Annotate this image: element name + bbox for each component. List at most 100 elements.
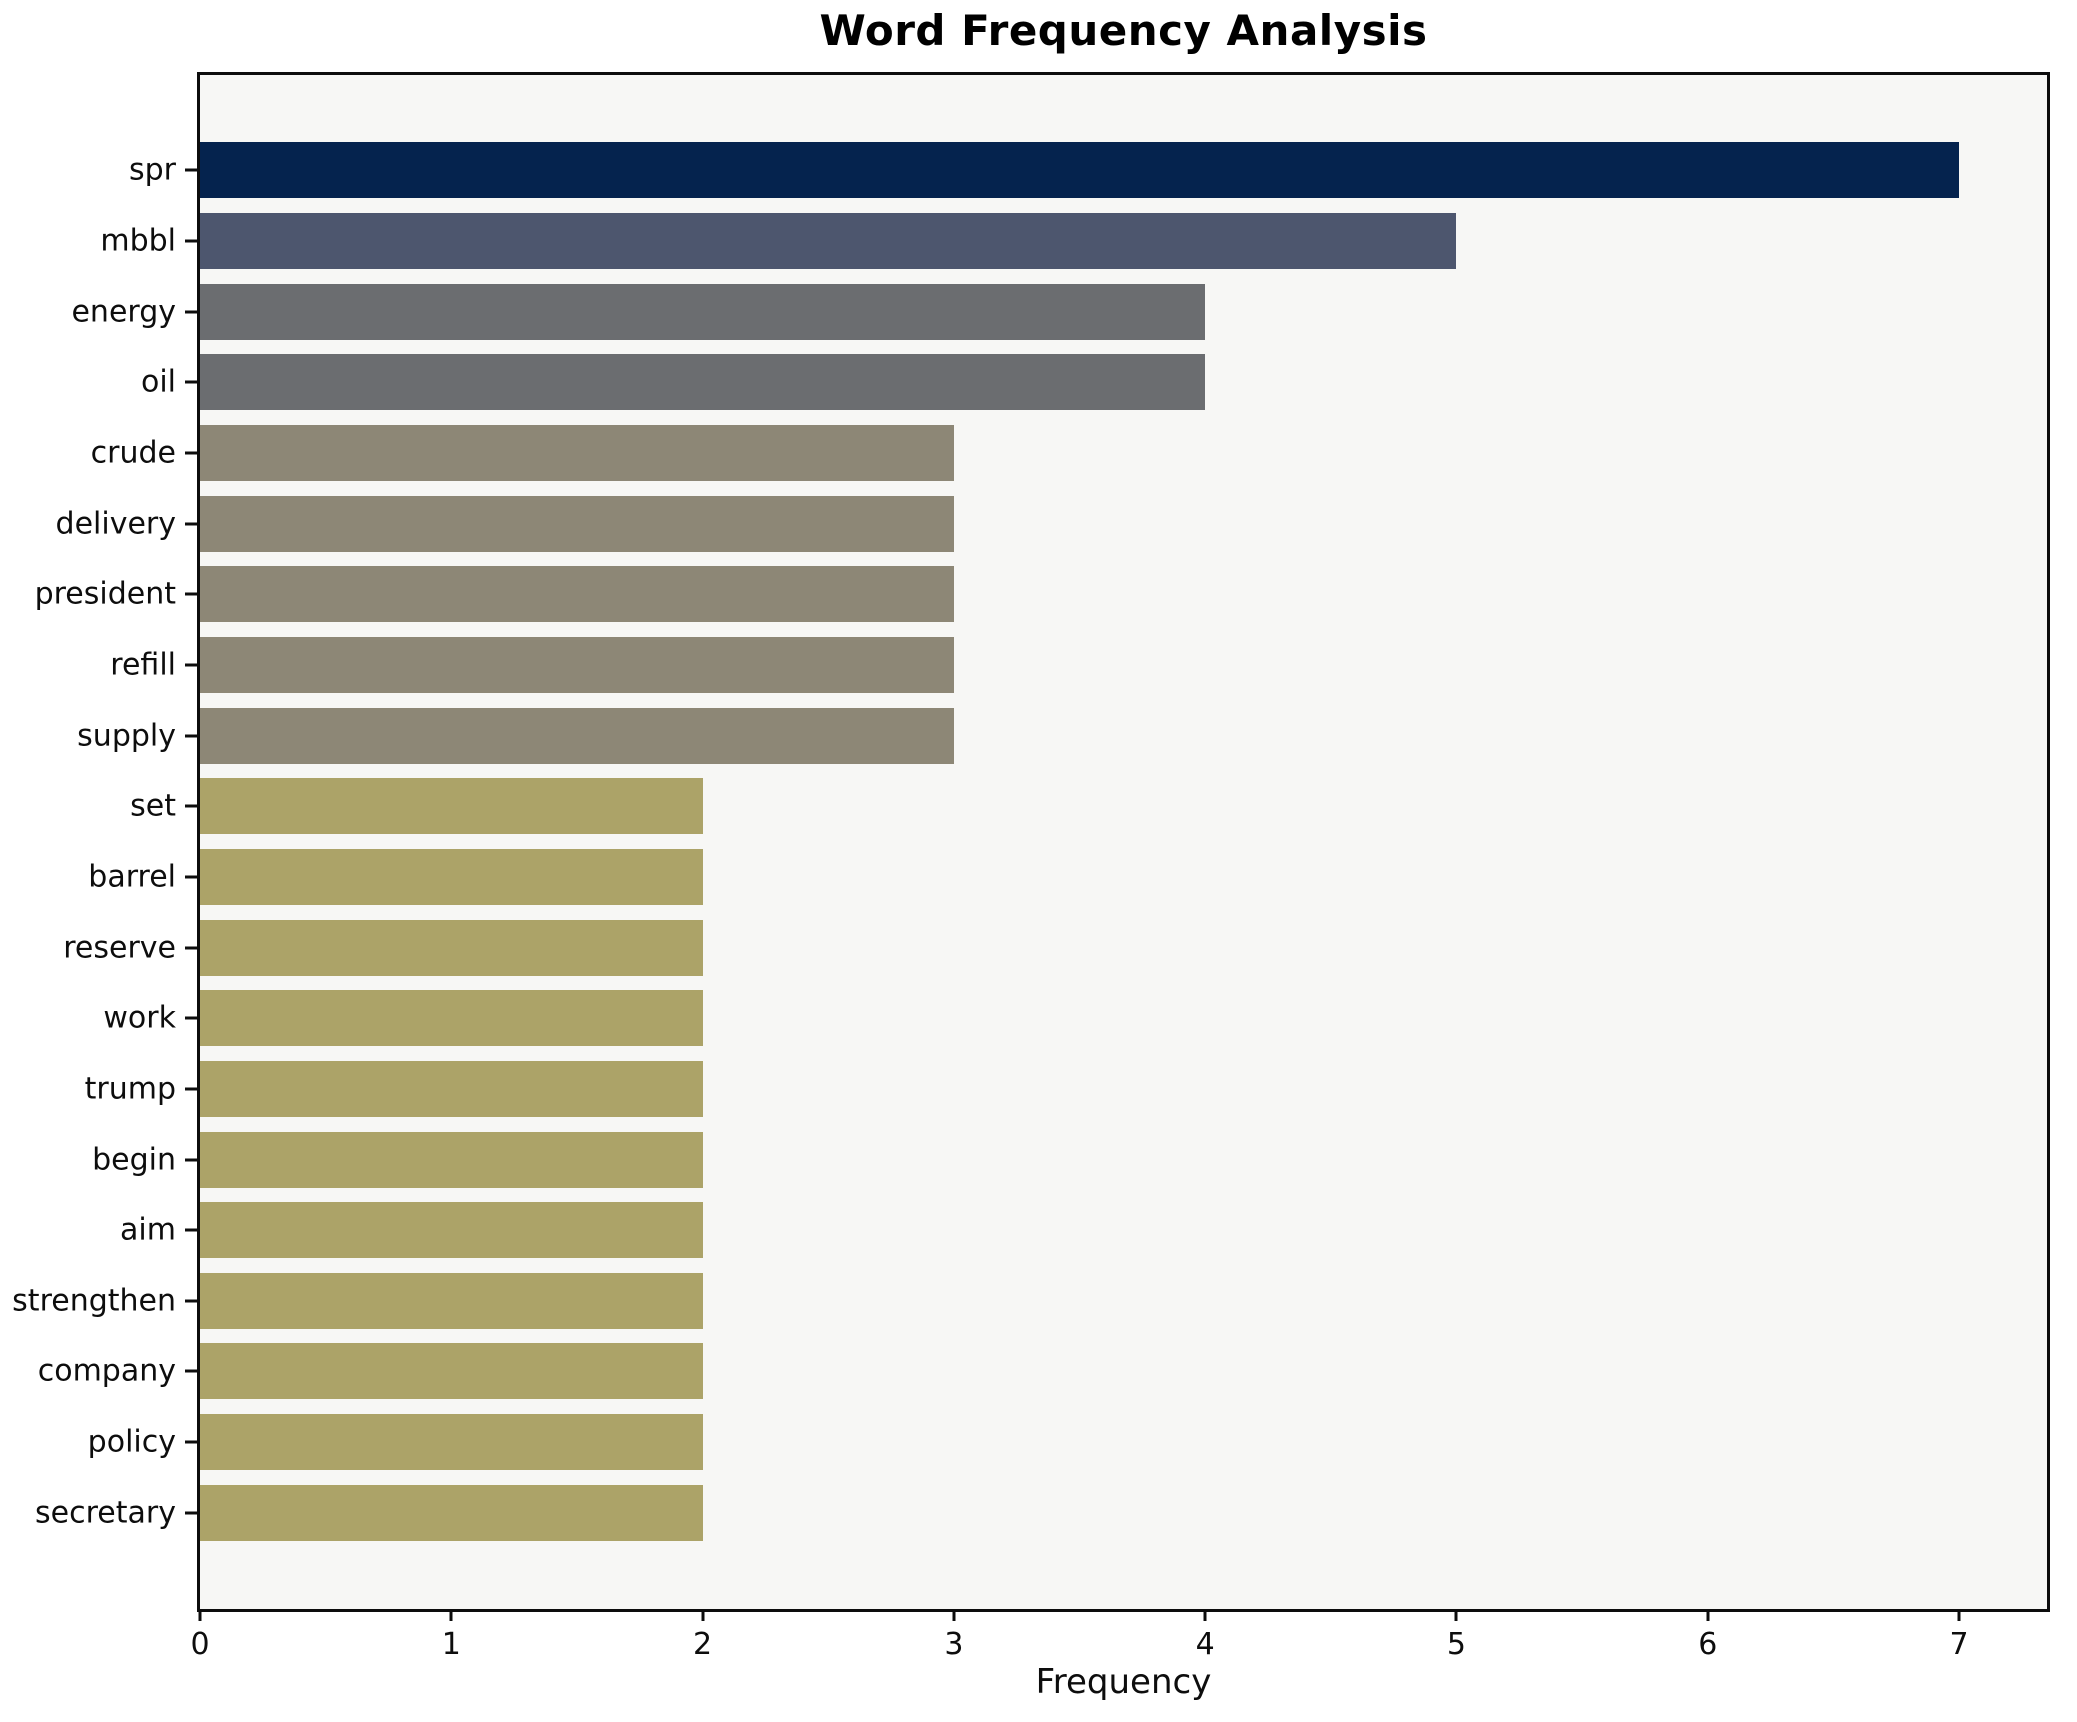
bar <box>200 212 1457 269</box>
bar-row: spr <box>129 135 2047 206</box>
y-tick-label: supply <box>77 718 176 754</box>
y-tick <box>185 734 197 738</box>
bar-row: crude <box>91 418 2047 489</box>
x-tick <box>1203 1609 1207 1621</box>
x-axis-label: Frequency <box>1035 1662 1212 1702</box>
bar <box>200 1414 703 1471</box>
y-tick-label: president <box>34 576 176 612</box>
y-tick <box>185 380 197 384</box>
y-tick <box>185 522 197 526</box>
y-tick <box>185 239 197 243</box>
y-tick-label: set <box>130 788 176 824</box>
y-tick <box>185 1016 197 1020</box>
y-tick <box>185 310 197 314</box>
y-tick <box>185 946 197 950</box>
x-tick <box>952 1609 956 1621</box>
bar-row: energy <box>71 276 2047 347</box>
bar-row: aim <box>120 1195 2047 1266</box>
x-tick-label: 6 <box>1698 1627 1718 1662</box>
bar <box>200 990 703 1047</box>
y-tick <box>185 1369 197 1373</box>
bar-row: work <box>103 983 2047 1054</box>
bar-row: set <box>130 771 2047 842</box>
x-tick <box>1957 1609 1961 1621</box>
y-tick <box>185 1228 197 1232</box>
bar-row: oil <box>141 347 2047 418</box>
y-tick-label: strengthen <box>12 1283 176 1319</box>
bars-container: spr mbbl energy oil crude delivery president re… <box>12 135 2047 1548</box>
y-tick-label: company <box>37 1353 176 1389</box>
bar <box>200 1202 703 1259</box>
bar-row: secretary <box>35 1477 2047 1548</box>
bar-row: barrel <box>88 842 2047 913</box>
y-tick-label: delivery <box>55 506 176 542</box>
x-tick <box>1706 1609 1710 1621</box>
bar <box>200 566 954 623</box>
bar-row: refill <box>110 630 2047 701</box>
bar <box>200 1484 703 1541</box>
x-tick <box>1454 1609 1458 1621</box>
bar <box>200 919 703 976</box>
y-tick-label: trump <box>84 1071 176 1107</box>
bar-row: strengthen <box>12 1266 2047 1337</box>
x-tick-label: 7 <box>1949 1627 1969 1662</box>
bar <box>200 778 703 835</box>
y-tick <box>185 592 197 596</box>
y-tick-label: oil <box>140 364 176 400</box>
bar <box>200 848 703 905</box>
y-tick <box>185 168 197 172</box>
y-tick-label: spr <box>128 152 176 188</box>
bar-row: mbbl <box>100 206 2047 277</box>
bar <box>200 1131 703 1188</box>
y-tick <box>185 663 197 667</box>
bar-row: supply <box>77 700 2047 771</box>
x-tick <box>701 1609 705 1621</box>
y-tick-label: policy <box>87 1424 176 1460</box>
bar-row: trump <box>85 1054 2047 1125</box>
y-tick <box>185 1440 197 1444</box>
y-tick <box>185 1087 197 1091</box>
bar <box>200 636 954 693</box>
y-tick-label: aim <box>120 1212 176 1248</box>
x-tick-label: 0 <box>190 1627 210 1662</box>
y-tick-label: refill <box>110 647 176 683</box>
bar <box>200 283 1206 340</box>
y-tick-label: secretary <box>35 1495 176 1531</box>
bar <box>200 1272 703 1329</box>
bar <box>200 495 954 552</box>
bar <box>200 707 954 764</box>
x-tick <box>449 1609 453 1621</box>
bar <box>200 1343 703 1400</box>
y-tick <box>185 1158 197 1162</box>
x-tick-label: 1 <box>441 1627 461 1662</box>
y-tick-label: barrel <box>88 859 176 895</box>
plot-area: spr mbbl energy oil crude delivery president re… <box>12 72 2050 1662</box>
y-tick-label: mbbl <box>100 223 176 259</box>
bar-row: company <box>38 1336 2047 1407</box>
y-tick <box>185 804 197 808</box>
bar <box>200 354 1206 411</box>
bar <box>200 1060 703 1117</box>
bar-row: president <box>35 559 2047 630</box>
bar-row: policy <box>88 1407 2047 1478</box>
bar-row: reserve <box>63 912 2047 983</box>
y-tick <box>185 1299 197 1303</box>
y-tick <box>185 451 197 455</box>
bar <box>200 142 1960 199</box>
x-tick-label: 5 <box>1446 1627 1466 1662</box>
y-tick-label: begin <box>92 1142 176 1178</box>
x-tick-label: 4 <box>1195 1627 1215 1662</box>
y-tick <box>185 1511 197 1515</box>
x-tick-label: 2 <box>693 1627 713 1662</box>
y-tick <box>185 875 197 879</box>
y-tick-label: crude <box>90 435 176 471</box>
bar-row: begin <box>92 1124 2047 1195</box>
x-tick-label: 3 <box>944 1627 964 1662</box>
chart-title: Word Frequency Analysis <box>819 6 1428 55</box>
bar <box>200 424 954 481</box>
y-tick-label: work <box>103 1000 176 1036</box>
y-tick-label: energy <box>71 294 176 330</box>
x-tick <box>198 1609 202 1621</box>
y-tick-label: reserve <box>63 930 176 966</box>
